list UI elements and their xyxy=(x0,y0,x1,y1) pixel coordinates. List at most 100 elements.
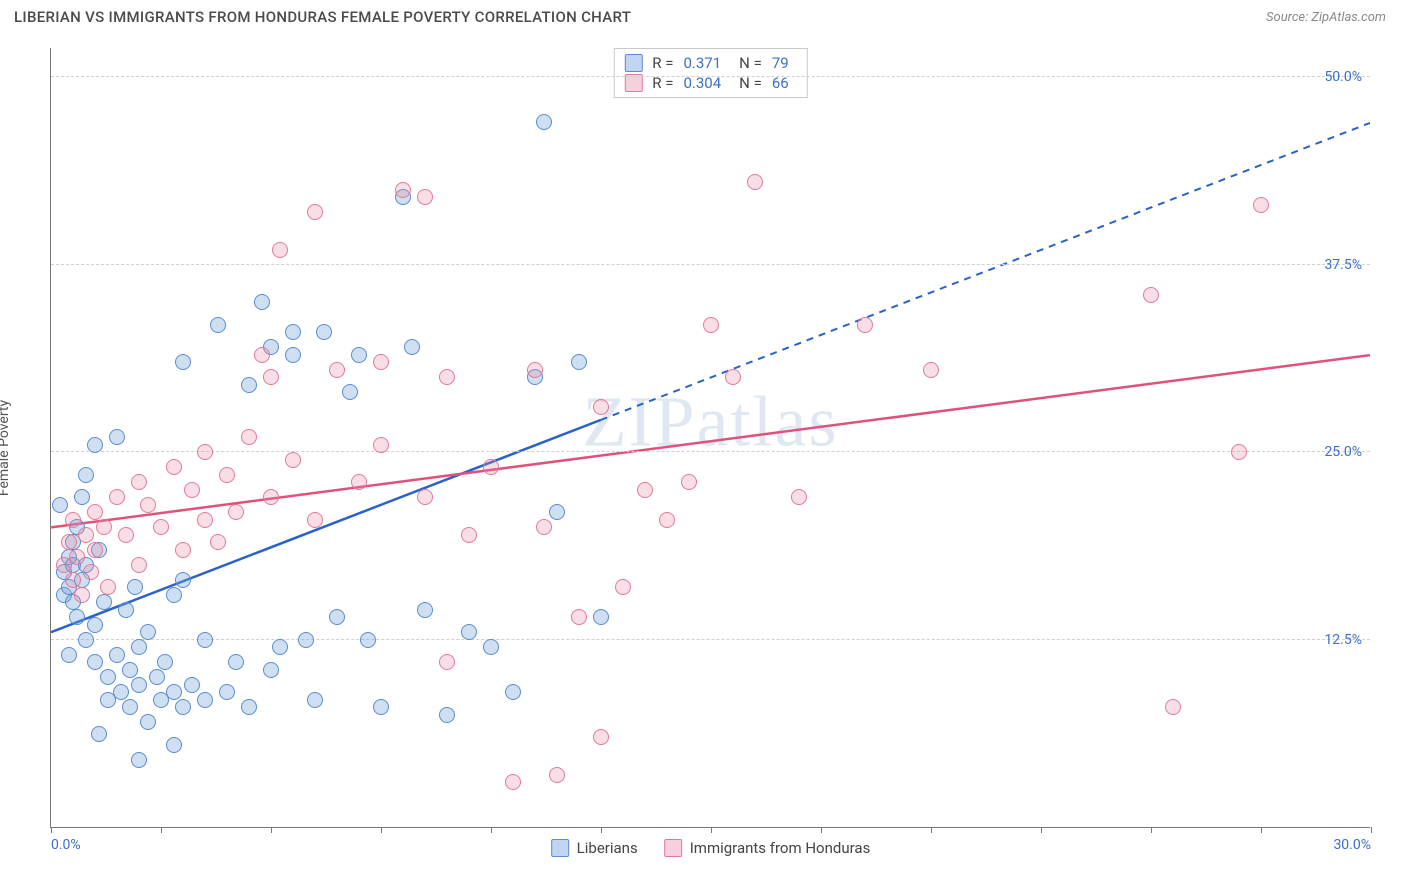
y-tick-label: 50.0% xyxy=(1324,69,1362,85)
data-point xyxy=(417,189,433,205)
data-point xyxy=(175,699,191,715)
data-point xyxy=(78,527,94,543)
data-point xyxy=(373,437,389,453)
chart-header: LIBERIAN VS IMMIGRANTS FROM HONDURAS FEM… xyxy=(0,0,1406,30)
data-point xyxy=(461,624,477,640)
grid-line xyxy=(51,264,1370,265)
data-point xyxy=(681,474,697,490)
data-point xyxy=(307,204,323,220)
data-point xyxy=(65,572,81,588)
x-tick xyxy=(1041,827,1042,833)
data-point xyxy=(228,654,244,670)
data-point xyxy=(131,752,147,768)
data-point xyxy=(351,474,367,490)
data-point xyxy=(87,617,103,633)
data-point xyxy=(571,609,587,625)
data-point xyxy=(65,512,81,528)
data-point xyxy=(100,579,116,595)
plot-region: ZIPatlas R = 0.371 N = 79 R = 0.304 N = … xyxy=(50,48,1370,828)
data-point xyxy=(417,602,433,618)
data-point xyxy=(175,572,191,588)
y-axis-label: Female Poverty xyxy=(0,400,12,496)
data-point xyxy=(241,699,257,715)
data-point xyxy=(175,354,191,370)
data-point xyxy=(131,557,147,573)
data-point xyxy=(395,182,411,198)
swatch-b xyxy=(664,839,682,857)
data-point xyxy=(351,347,367,363)
stat-row-a: R = 0.371 N = 79 xyxy=(624,53,796,73)
data-point xyxy=(439,369,455,385)
data-point xyxy=(549,767,565,783)
x-tick xyxy=(161,827,162,833)
data-point xyxy=(439,654,455,670)
data-point xyxy=(329,362,345,378)
legend-label-b: Immigrants from Honduras xyxy=(690,839,871,857)
data-point xyxy=(197,692,213,708)
stat-n-a: 79 xyxy=(772,54,789,72)
x-tick xyxy=(931,827,932,833)
data-point xyxy=(263,662,279,678)
data-point xyxy=(1143,287,1159,303)
data-point xyxy=(1253,197,1269,213)
data-point xyxy=(923,362,939,378)
data-point xyxy=(122,662,138,678)
data-point xyxy=(127,579,143,595)
data-point xyxy=(157,654,173,670)
data-point xyxy=(96,519,112,535)
data-point xyxy=(228,504,244,520)
data-point xyxy=(197,632,213,648)
data-point xyxy=(549,504,565,520)
y-tick-label: 25.0% xyxy=(1324,444,1362,460)
data-point xyxy=(417,489,433,505)
data-point xyxy=(272,639,288,655)
legend-item-a: Liberians xyxy=(551,839,638,857)
data-point xyxy=(536,519,552,535)
x-tick xyxy=(601,827,602,833)
data-point xyxy=(285,347,301,363)
x-tick xyxy=(271,827,272,833)
x-tick-label: 30.0% xyxy=(1333,837,1371,853)
data-point xyxy=(74,587,90,603)
data-point xyxy=(219,684,235,700)
data-point xyxy=(1231,444,1247,460)
data-point xyxy=(285,452,301,468)
grid-line xyxy=(51,451,1370,452)
swatch-a xyxy=(624,54,642,72)
data-point xyxy=(197,444,213,460)
data-point xyxy=(197,512,213,528)
data-point xyxy=(307,512,323,528)
data-point xyxy=(140,497,156,513)
data-point xyxy=(166,684,182,700)
data-point xyxy=(316,324,332,340)
data-point xyxy=(254,347,270,363)
data-point xyxy=(241,429,257,445)
data-point xyxy=(175,542,191,558)
grid-line xyxy=(51,76,1370,77)
x-tick xyxy=(51,827,52,833)
data-point xyxy=(329,609,345,625)
legend-item-b: Immigrants from Honduras xyxy=(664,839,871,857)
data-point xyxy=(118,602,134,618)
data-point xyxy=(109,429,125,445)
data-point xyxy=(593,729,609,745)
data-point xyxy=(725,369,741,385)
data-point xyxy=(87,654,103,670)
stat-r-a: 0.371 xyxy=(683,54,721,72)
data-point xyxy=(483,459,499,475)
chart-source: Source: ZipAtlas.com xyxy=(1266,10,1386,25)
legend-label-a: Liberians xyxy=(577,839,638,857)
data-point xyxy=(166,737,182,753)
data-point xyxy=(140,624,156,640)
data-point xyxy=(131,639,147,655)
data-point xyxy=(659,512,675,528)
data-point xyxy=(241,377,257,393)
data-point xyxy=(1165,699,1181,715)
data-point xyxy=(131,677,147,693)
data-point xyxy=(109,489,125,505)
data-point xyxy=(615,579,631,595)
data-point xyxy=(505,774,521,790)
swatch-a xyxy=(551,839,569,857)
data-point xyxy=(78,467,94,483)
x-tick-label: 0.0% xyxy=(51,837,81,853)
